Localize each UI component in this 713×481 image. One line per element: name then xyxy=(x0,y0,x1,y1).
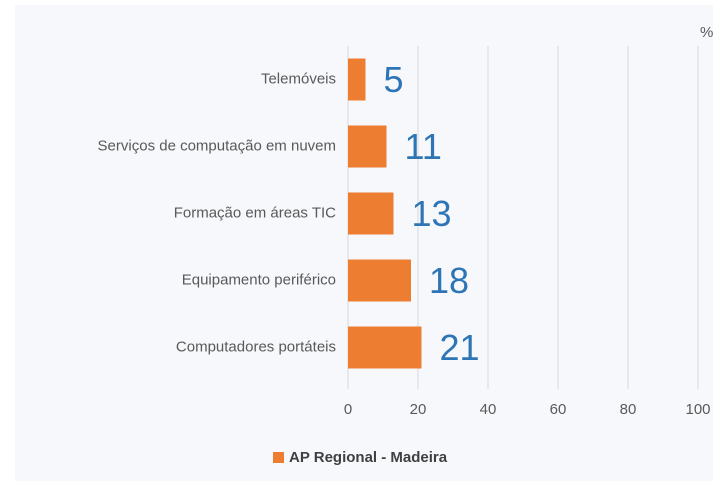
bar xyxy=(348,259,411,302)
x-tick-label: 40 xyxy=(480,401,497,418)
x-tick-label: 100 xyxy=(685,401,710,418)
data-label: 5 xyxy=(384,59,404,100)
data-label: 18 xyxy=(429,260,469,301)
y-tick-label: Telemóveis xyxy=(261,70,336,87)
data-label: 21 xyxy=(440,327,480,368)
legend-swatch xyxy=(273,452,284,463)
x-tick-label: 0 xyxy=(344,401,352,418)
bar xyxy=(348,192,394,235)
y-tick-label: Equipamento periférico xyxy=(182,271,336,288)
y-tick-label: Formação em áreas TIC xyxy=(174,204,336,221)
data-label: 11 xyxy=(405,126,442,167)
bar xyxy=(348,125,387,168)
x-tick-label: 20 xyxy=(410,401,427,418)
x-tick-label: 60 xyxy=(550,401,567,418)
data-label: 13 xyxy=(412,193,452,234)
unit-label: % xyxy=(700,24,713,41)
bar xyxy=(348,326,422,369)
y-tick-label: Computadores portáteis xyxy=(176,338,336,355)
bar xyxy=(348,58,366,101)
x-tick-label: 80 xyxy=(620,401,637,418)
legend-label: AP Regional - Madeira xyxy=(289,449,448,466)
y-tick-label: Serviços de computação em nuvem xyxy=(98,137,336,154)
